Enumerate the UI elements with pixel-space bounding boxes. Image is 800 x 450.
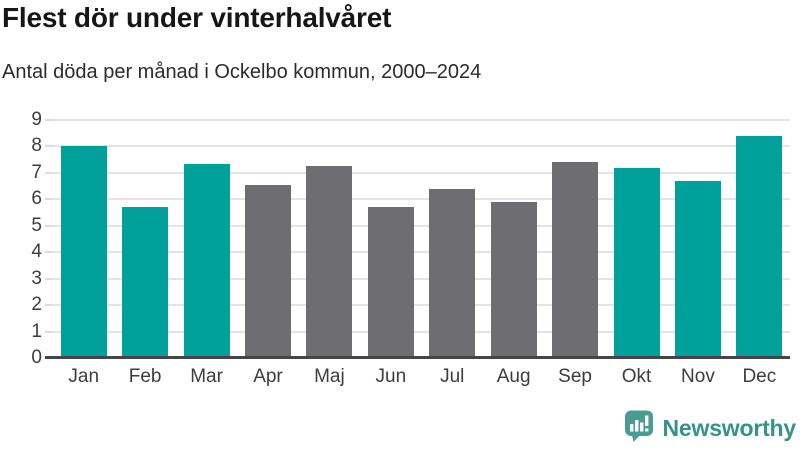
bar-sep [552,162,599,358]
bar-maj [306,166,353,358]
x-axis-labels: Jan Feb Mar Apr Maj Jun Jul Aug Sep Okt Nov Dec [53,366,790,388]
x-axis-label-sep: Sep [558,366,592,387]
x-axis-label-aug: Aug [496,366,531,387]
bar-chart-speech-bubble-icon [621,409,657,448]
y-tick-6 [45,198,53,201]
bar-slot-jan [53,120,114,358]
bar-jul [429,188,476,358]
y-axis-label-9: 9 [31,109,42,130]
y-axis-ticks [45,119,53,358]
y-axis-label-1: 1 [31,320,42,342]
y-axis-label-6: 6 [31,188,42,210]
gridline-7 [53,171,790,174]
x-axis-label-okt: Okt [621,366,652,387]
bar-slot-mar [176,120,237,358]
y-axis-labels: 0 1 2 3 4 5 6 7 8 9 [0,109,42,368]
bar-okt [613,167,660,358]
gridline-4 [53,251,790,254]
bar-slot-jul [422,120,483,358]
bar-apr [244,184,291,358]
y-axis-label-4: 4 [31,241,42,263]
bar-jun [367,207,414,358]
bar-group [53,120,790,358]
bar-slot-nov [667,120,728,358]
chart-title: Flest dör under vinterhalvåret [2,2,392,33]
y-tick-9 [45,119,53,121]
x-axis-label-apr: Apr [253,366,283,387]
y-tick-5 [45,224,53,227]
bar-slot-dec [729,120,790,358]
x-axis-label-jan: Jan [68,366,100,387]
y-axis-label-3: 3 [31,267,42,289]
y-axis-label-7: 7 [31,161,42,183]
bar-slot-aug [483,120,544,358]
y-tick-8 [45,145,53,148]
newsworthy-logo[interactable]: Newsworthy [621,409,796,448]
x-axis-label-jun: Jun [375,366,407,387]
bar-feb [122,207,169,358]
gridline-3 [53,277,790,280]
y-tick-7 [45,171,53,174]
gridline-9 [53,119,790,121]
y-tick-2 [45,304,53,307]
y-axis-label-0: 0 [31,347,42,368]
bar-slot-jun [360,120,421,358]
bar-aug [490,201,537,358]
x-axis-label-maj: Maj [314,366,345,387]
y-axis-label-8: 8 [31,135,42,157]
gridline-5 [53,224,790,227]
x-axis-label-dec: Dec [742,366,777,387]
bar-jan [60,146,107,358]
gridline-2 [53,304,790,307]
gridline-6 [53,198,790,201]
bar-mar [183,163,230,358]
bar-slot-maj [299,120,360,358]
x-axis-label-mar: Mar [190,366,223,387]
bar-slot-okt [606,120,667,358]
x-axis-line [45,356,790,359]
y-axis-label-5: 5 [31,214,42,236]
y-axis-label-2: 2 [31,294,42,316]
y-tick-3 [45,277,53,280]
bar-slot-apr [237,120,298,358]
gridline-8 [53,145,790,148]
bar-slot-sep [544,120,605,358]
bar-slot-feb [114,120,175,358]
x-axis-label-feb: Feb [128,366,162,387]
y-tick-4 [45,251,53,254]
gridline-1 [53,330,790,333]
plot-area [53,119,790,358]
bar-nov [674,180,721,358]
brand-name: Newsworthy [662,415,797,441]
chart-subtitle: Antal döda per månad i Ockelbo kommun, 2… [2,61,482,83]
x-axis-label-jul: Jul [440,366,465,387]
bar-dec [736,135,783,358]
x-axis-label-nov: Nov [681,366,715,387]
y-tick-1 [45,330,53,333]
